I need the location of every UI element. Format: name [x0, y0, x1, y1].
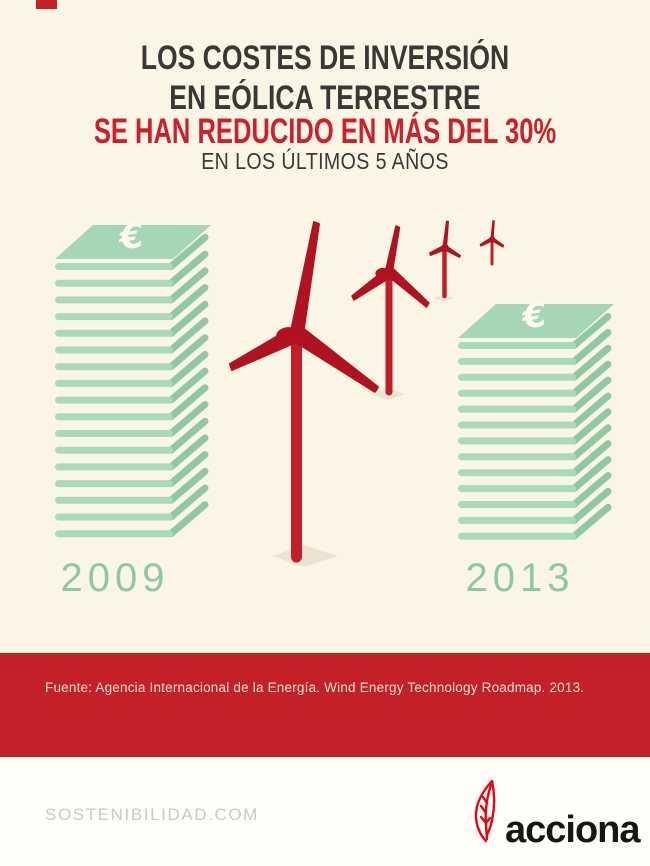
- headline-line1: LOS COSTES DE INVERSIÓN: [140, 39, 510, 77]
- turbine-base-plate: [272, 545, 338, 567]
- acciona-wordmark: acciona: [505, 809, 641, 851]
- money-stacks: €€: [55, 216, 614, 540]
- turbine-rotor: [229, 221, 379, 393]
- source-text: Fuente: Agencia Internacional de la Ener…: [45, 680, 585, 695]
- corner-accent: [36, 0, 57, 9]
- website-link[interactable]: SOSTENIBILIDAD.COM: [45, 805, 259, 824]
- headline-line2: EN EÓLICA TERRESTRE: [169, 79, 481, 117]
- wind-turbine-1: [229, 221, 379, 567]
- turbine-rotor: [429, 220, 461, 258]
- wind-turbines: [229, 220, 505, 567]
- headline-highlight: SE HAN REDUCIDO EN MÁS DEL 30%: [93, 112, 557, 151]
- year-label-2013: 2013: [465, 556, 575, 600]
- illustration: €€: [55, 216, 614, 567]
- footer-bar: SOSTENIBILIDAD.COM acciona: [0, 757, 650, 866]
- headline-subtitle: EN LOS ÚLTIMOS 5 AÑOS: [201, 148, 449, 174]
- turbine-rotor: [351, 225, 430, 308]
- source-band: Fuente: Agencia Internacional de la Ener…: [0, 653, 650, 757]
- money-stack-2009: €: [55, 216, 211, 538]
- year-label-2009: 2009: [60, 556, 170, 600]
- turbine-rotor: [479, 220, 505, 248]
- acciona-logo: acciona: [468, 777, 643, 851]
- wind-turbine-3: [429, 220, 461, 302]
- acciona-leaf-icon: [474, 779, 496, 843]
- money-stack-2013: €: [458, 295, 614, 540]
- wind-turbine-4: [479, 220, 505, 266]
- wind-turbine-2: [351, 225, 430, 400]
